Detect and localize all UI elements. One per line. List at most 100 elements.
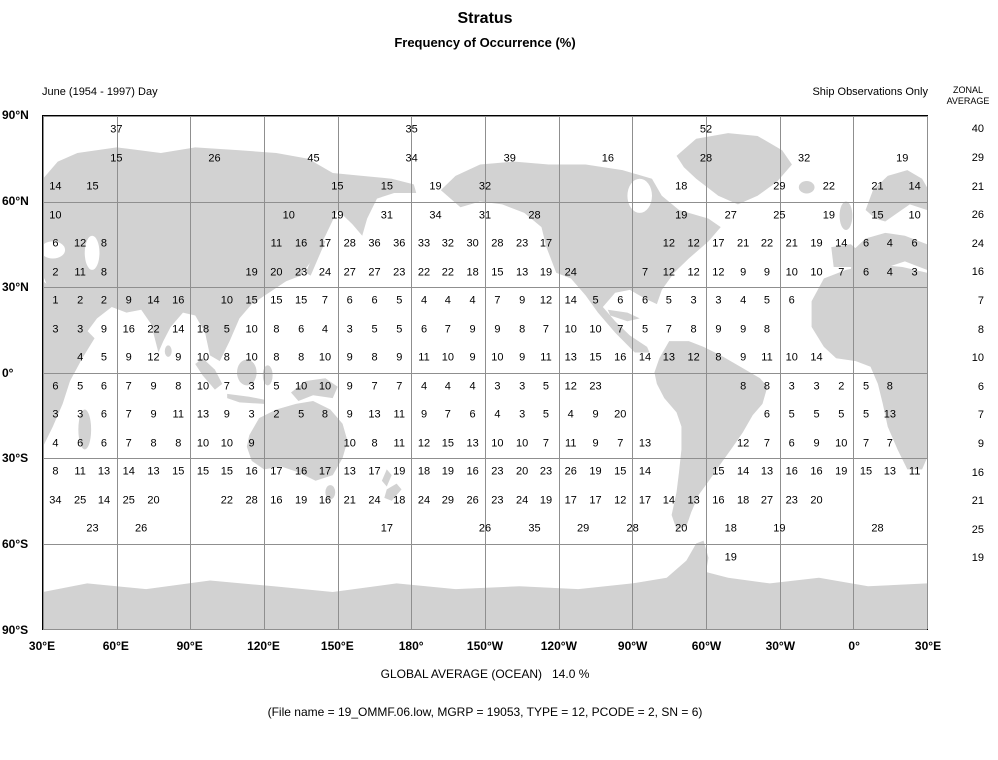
longitude-tick-label: 60°E bbox=[102, 639, 129, 653]
grid-value: 24 bbox=[417, 494, 431, 507]
grid-value: 15 bbox=[441, 437, 454, 450]
grid-value: 14 bbox=[737, 465, 750, 478]
grid-value: 19 bbox=[331, 209, 344, 222]
grid-value: 6 bbox=[100, 408, 108, 421]
grid-value: 7 bbox=[542, 323, 550, 336]
grid-value: 6 bbox=[788, 294, 795, 307]
grid-value: 12 bbox=[147, 351, 160, 364]
grid-value: 20 bbox=[810, 494, 823, 507]
grid-value: 5 bbox=[273, 380, 280, 393]
grid-value: 34 bbox=[429, 209, 442, 222]
grid-value: 28 bbox=[699, 152, 713, 165]
grid-value: 26 bbox=[208, 152, 221, 165]
grid-value: 31 bbox=[380, 209, 393, 222]
grid-value: 6 bbox=[617, 294, 624, 307]
grid-value: 9 bbox=[519, 351, 526, 364]
grid-value: 6 bbox=[52, 380, 59, 393]
grid-value: 15 bbox=[295, 294, 308, 307]
grid-value: 8 bbox=[273, 351, 280, 364]
grid-value: 16 bbox=[122, 323, 135, 336]
grid-value: 13 bbox=[368, 408, 381, 421]
grid-value: 5 bbox=[542, 380, 550, 393]
grid-value: 6 bbox=[763, 408, 771, 421]
grid-value: 10 bbox=[196, 380, 210, 393]
latitude-tick-label: 0° bbox=[2, 365, 14, 380]
landmass-greenland bbox=[676, 133, 792, 205]
grid-value: 5 bbox=[862, 380, 870, 393]
grid-value: 13 bbox=[466, 437, 479, 450]
grid-value: 9 bbox=[715, 323, 722, 336]
grid-value: 22 bbox=[822, 180, 835, 193]
grid-value: 9 bbox=[396, 351, 403, 364]
grid-value: 18 bbox=[737, 494, 750, 507]
grid-value: 14 bbox=[638, 351, 652, 364]
grid-value: 4 bbox=[886, 237, 893, 250]
grid-value: 16 bbox=[318, 494, 332, 507]
grid-value: 16 bbox=[601, 152, 614, 165]
frequency-values-layer: 37 35 52 15 26 45 34 39 16 28 32 19 14 15 15 15 19 32 18 29… bbox=[43, 116, 927, 629]
grid-value: 5 bbox=[813, 408, 820, 421]
grid-value: 9 bbox=[420, 408, 428, 421]
grid-value: 29 bbox=[441, 494, 454, 507]
grid-value: 13 bbox=[97, 465, 111, 478]
landmass-sri-lanka bbox=[164, 345, 172, 357]
grid-value: 5 bbox=[298, 408, 305, 421]
grid-value: 3 bbox=[52, 408, 59, 421]
landmass-novaya-zemlya bbox=[104, 150, 127, 179]
grid-value: 8 bbox=[690, 323, 697, 336]
grid-value: 26 bbox=[478, 522, 492, 535]
grid-value: 30 bbox=[466, 237, 479, 250]
grid-value: 11 bbox=[565, 437, 577, 450]
grid-value: 5 bbox=[862, 408, 870, 421]
grid-value: 15 bbox=[491, 266, 504, 279]
longitude-axis: 30°E 60°E 90°E 120°E 150°E 180° 150°W 120°W 90°W… bbox=[29, 639, 941, 655]
grid-value: 6 bbox=[911, 237, 918, 250]
grid-value: 4 bbox=[444, 294, 451, 307]
latitude-gridline bbox=[43, 372, 927, 374]
grid-value: 17 bbox=[638, 494, 652, 507]
grid-value: 14 bbox=[147, 294, 160, 307]
longitude-tick-label: 120°E bbox=[247, 639, 280, 653]
latitude-gridline bbox=[43, 201, 927, 203]
latitude-gridline bbox=[43, 543, 927, 545]
grid-value: 12 bbox=[662, 237, 675, 250]
grid-value: 19 bbox=[675, 209, 688, 222]
zonal-average-value: 19 bbox=[971, 552, 984, 565]
grid-value: 3 bbox=[519, 408, 526, 421]
grid-value: 23 bbox=[785, 494, 798, 507]
grid-value: 37 bbox=[110, 123, 123, 136]
grid-value: 22 bbox=[441, 266, 454, 279]
landmass-sulawesi bbox=[262, 365, 273, 386]
grid-value: 9 bbox=[813, 437, 820, 450]
grid-value: 8 bbox=[740, 380, 747, 393]
grid-value: 7 bbox=[886, 437, 893, 450]
grid-value: 3 bbox=[494, 380, 501, 393]
zonal-average-value: 8 bbox=[977, 323, 984, 336]
grid-value: 16 bbox=[785, 465, 798, 478]
grid-value: 8 bbox=[519, 323, 526, 336]
grid-value: 11 bbox=[270, 237, 283, 250]
grid-value: 5 bbox=[763, 294, 771, 307]
landmass-cuba bbox=[607, 309, 640, 322]
grid-value: 8 bbox=[52, 465, 59, 478]
longitude-tick-label: 90°E bbox=[176, 639, 203, 653]
zonal-average-value: 29 bbox=[971, 151, 984, 164]
grid-value: 2 bbox=[77, 294, 84, 307]
zonal-average-column: 40 29 21 26 24 16 7 8 10 6 7 9 16 21 25 19 bbox=[940, 115, 990, 630]
grid-value: 32 bbox=[797, 152, 811, 165]
grid-value: 19 bbox=[441, 465, 454, 478]
grid-value: 17 bbox=[539, 237, 553, 250]
longitude-tick-label: 150°W bbox=[466, 639, 504, 653]
grid-value: 36 bbox=[393, 237, 406, 250]
longitude-tick-label: 30°W bbox=[765, 639, 796, 653]
longitude-tick-label: 120°W bbox=[540, 639, 577, 653]
grid-value: 7 bbox=[396, 380, 403, 393]
grid-value: 4 bbox=[420, 294, 428, 307]
landmass-tasmania bbox=[325, 485, 336, 500]
chart-subtitle: Frequency of Occurrence (%) bbox=[394, 35, 576, 50]
grid-value: 6 bbox=[371, 294, 378, 307]
grid-value: 20 bbox=[675, 522, 688, 535]
grid-value: 8 bbox=[298, 351, 305, 364]
grid-value: 19 bbox=[773, 522, 786, 535]
grid-value: 15 bbox=[589, 351, 602, 364]
